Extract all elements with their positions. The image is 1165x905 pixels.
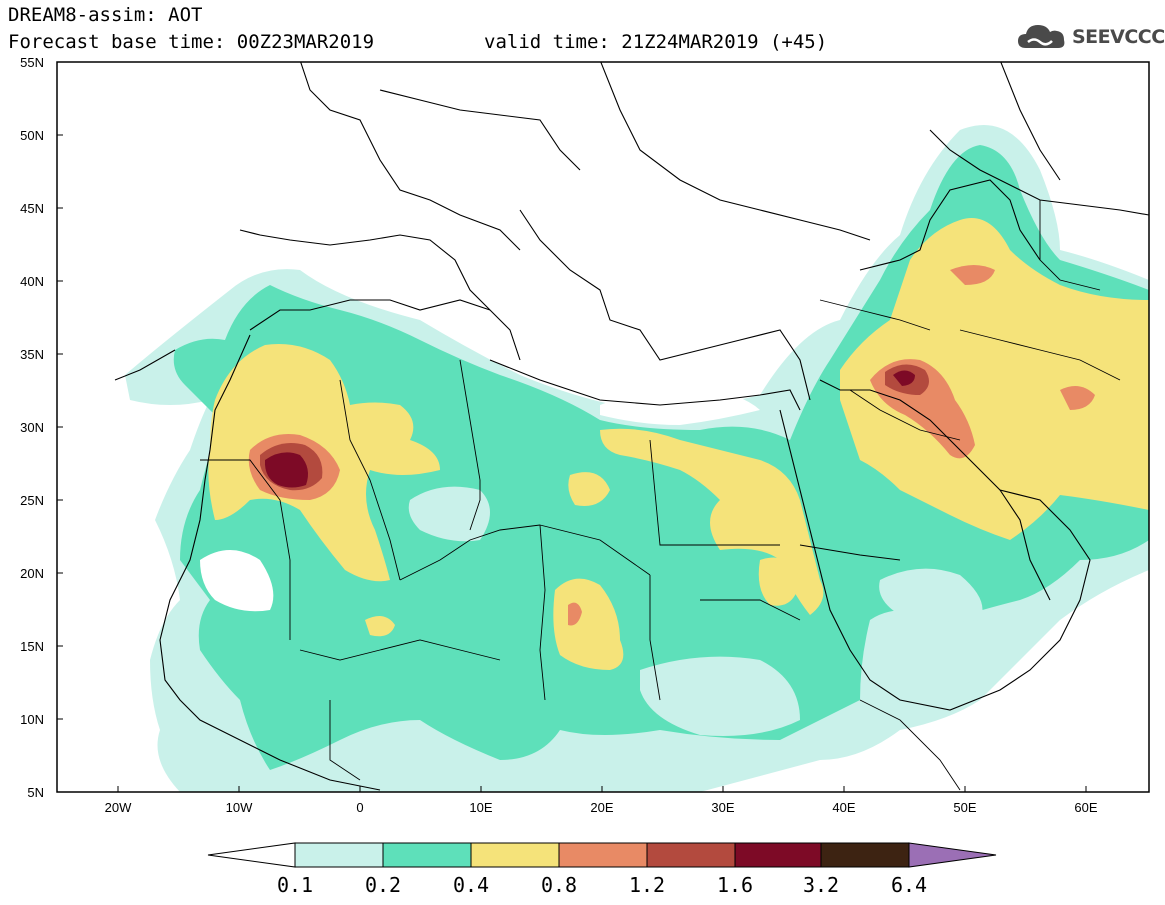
aot-contour-orange-chad [568, 602, 582, 626]
colorbar-label-1-6: 1.6 [717, 873, 753, 897]
colorbar-bin-4 [558, 842, 648, 868]
aot-contour-high-chad [553, 578, 624, 670]
colorbar-under-arrow [207, 842, 296, 868]
aot-contour-darkred-west [264, 452, 308, 488]
aot-contour-high-mali [365, 616, 395, 637]
aot-field [57, 62, 1149, 792]
lat-label-35n: 35N [20, 347, 44, 362]
colorbar-label-0-1: 0.1 [277, 873, 313, 897]
lat-label-20n: 20N [20, 566, 44, 581]
lon-label-20e: 20E [590, 800, 613, 815]
colorbar-bin-2 [382, 842, 472, 868]
aot-contour-darkred-iraq [893, 370, 915, 386]
lat-label-30n: 30N [20, 420, 44, 435]
colorbar-label-6-4: 6.4 [891, 873, 927, 897]
cloud-icon [1018, 25, 1065, 48]
aot-contour-orange-caspian [950, 265, 995, 285]
aot-hole-north-africa [600, 389, 760, 425]
lon-label-60e: 60E [1074, 800, 1097, 815]
aot-contour-high-niger [568, 472, 610, 506]
lon-label-10e: 10E [469, 800, 492, 815]
axis-ticks [57, 61, 1087, 792]
aot-hole-sahara [408, 486, 490, 542]
lon-label-10w: 10W [226, 800, 253, 815]
colorbar-label-0-2: 0.2 [365, 873, 401, 897]
colorbar-bin-3 [470, 842, 560, 868]
colorbar-bin-5 [646, 842, 736, 868]
colorbar-bin-6 [734, 842, 822, 868]
aot-contour-high-sudan [758, 557, 800, 606]
lon-label-40e: 40E [832, 800, 855, 815]
lat-label-10n: 10N [20, 712, 44, 727]
colorbar-label-3-2: 3.2 [803, 873, 839, 897]
aot-hole-west [200, 550, 274, 612]
colorbar-label-0-4: 0.4 [453, 873, 489, 897]
coastlines [114, 62, 1149, 791]
colorbar [207, 842, 997, 868]
valid-time: valid time: 21Z24MAR2019 (+45) [484, 31, 828, 53]
lon-label-0: 0 [356, 800, 363, 815]
seevccc-logo: SEEVCCC [1016, 22, 1165, 52]
forecast-base-time: Forecast base time: 00Z23MAR2019 [8, 31, 375, 53]
longitude-labels: 20W 10W 0 10E 20E 30E 40E 50E 60E [105, 800, 1098, 815]
lon-label-30e: 30E [711, 800, 734, 815]
colorbar-over-arrow [908, 842, 997, 868]
lat-label-15n: 15N [20, 639, 44, 654]
lon-label-20w: 20W [105, 800, 132, 815]
lat-label-45n: 45N [20, 201, 44, 216]
colorbar-labels: 0.1 0.2 0.4 0.8 1.2 1.6 3.2 6.4 [277, 873, 927, 897]
aot-contour-orange-iran [1060, 386, 1095, 410]
lon-label-50e: 50E [953, 800, 976, 815]
lat-label-25n: 25N [20, 493, 44, 508]
aot-contour-high-central [600, 428, 824, 615]
title-line-1: DREAM8-assim: AOT [8, 4, 203, 26]
colorbar-label-0-8: 0.8 [541, 873, 577, 897]
latitude-labels: 55N 50N 45N 40N 35N 30N 25N 20N 15N 10N … [20, 55, 44, 800]
aot-hole-lowland [640, 656, 800, 736]
colorbar-bin-1 [294, 842, 384, 868]
lat-label-40n: 40N [20, 274, 44, 289]
logo-text: SEEVCCC [1072, 26, 1165, 48]
lat-label-5n: 5N [27, 785, 44, 800]
colorbar-bin-7 [820, 842, 910, 868]
lat-label-55n: 55N [20, 55, 44, 70]
aot-hole-arabia [879, 568, 983, 622]
colorbar-label-1-2: 1.2 [629, 873, 665, 897]
aot-contour-high-east [840, 218, 1149, 540]
country-borders [200, 200, 1121, 791]
lat-label-50n: 50N [20, 128, 44, 143]
